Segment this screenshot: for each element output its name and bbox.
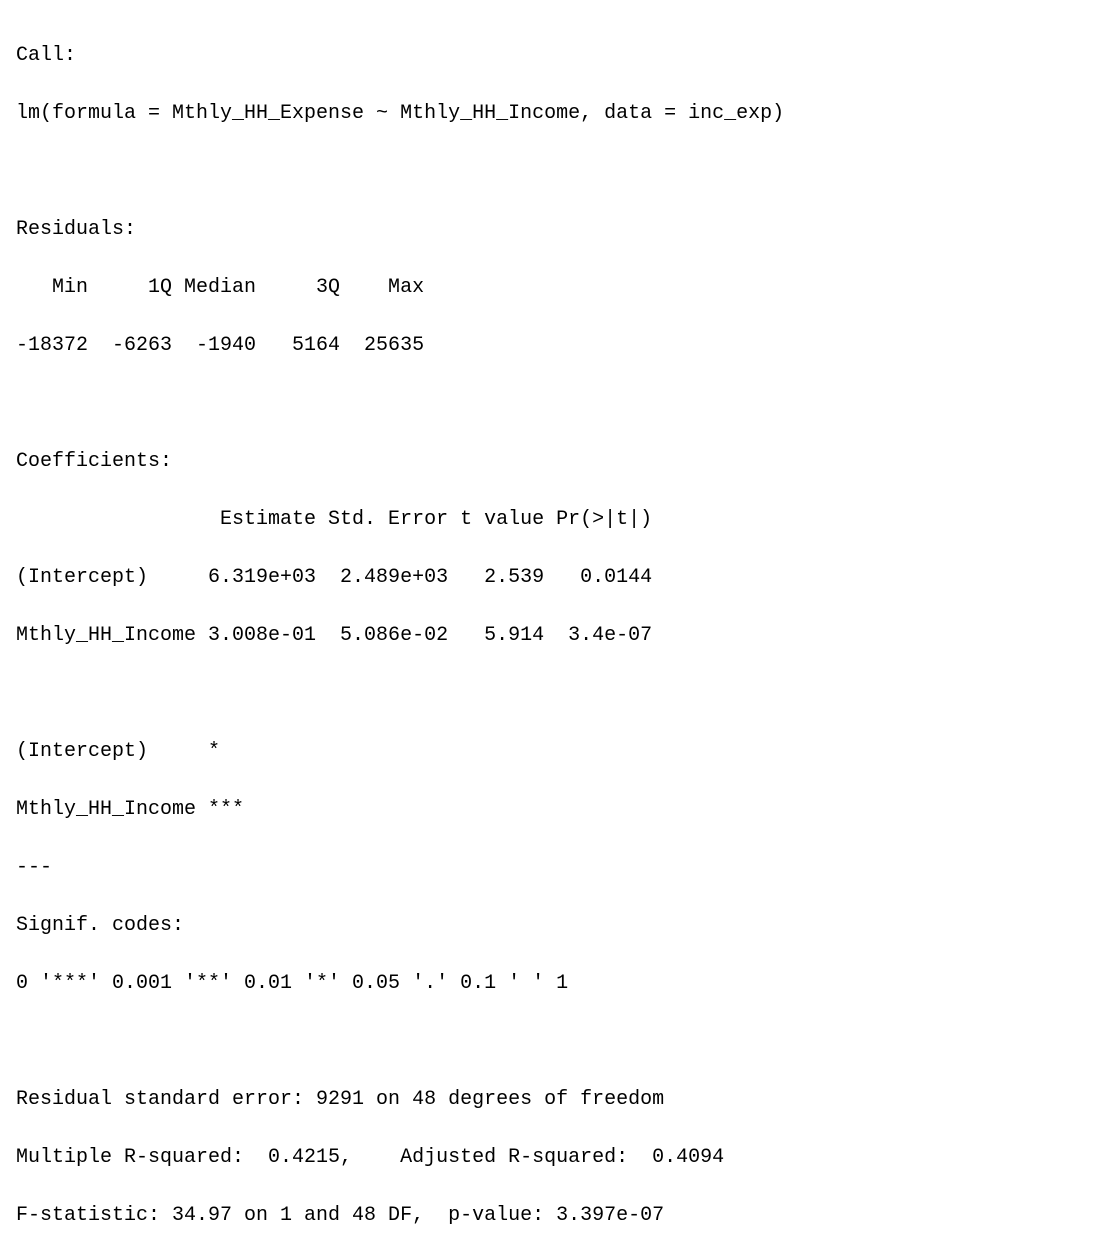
r-summary-output: Call: lm(formula = Mthly_HH_Expense ~ Mt… xyxy=(16,12,1080,1230)
signif-codes-label: Signif. codes: xyxy=(16,914,208,937)
coefficients-label: Coefficients: xyxy=(16,450,172,473)
divider: --- xyxy=(16,856,52,879)
signif-codes-line: 0 '***' 0.001 '**' 0.01 '*' 0.05 '.' 0.1… xyxy=(16,972,568,995)
footer-rse: Residual standard error: 9291 on 48 degr… xyxy=(16,1088,664,1111)
footer-fstat: F-statistic: 34.97 on 1 and 48 DF, p-val… xyxy=(16,1204,664,1227)
residuals-header: Min 1Q Median 3Q Max xyxy=(16,276,436,299)
residuals-values: -18372 -6263 -1940 5164 25635 xyxy=(16,334,436,357)
coefficients-row: (Intercept) 6.319e+03 2.489e+03 2.539 0.… xyxy=(16,566,652,589)
signif-row: Mthly_HH_Income *** xyxy=(16,798,244,821)
residuals-label: Residuals: xyxy=(16,218,136,241)
call-label: Call: xyxy=(16,44,76,67)
call-formula: lm(formula = Mthly_HH_Expense ~ Mthly_HH… xyxy=(16,102,784,125)
footer-r2: Multiple R-squared: 0.4215, Adjusted R-s… xyxy=(16,1146,736,1169)
signif-row: (Intercept) * xyxy=(16,740,244,763)
coefficients-row: Mthly_HH_Income 3.008e-01 5.086e-02 5.91… xyxy=(16,624,652,647)
coefficients-header: Estimate Std. Error t value Pr(>|t|) xyxy=(16,508,652,531)
